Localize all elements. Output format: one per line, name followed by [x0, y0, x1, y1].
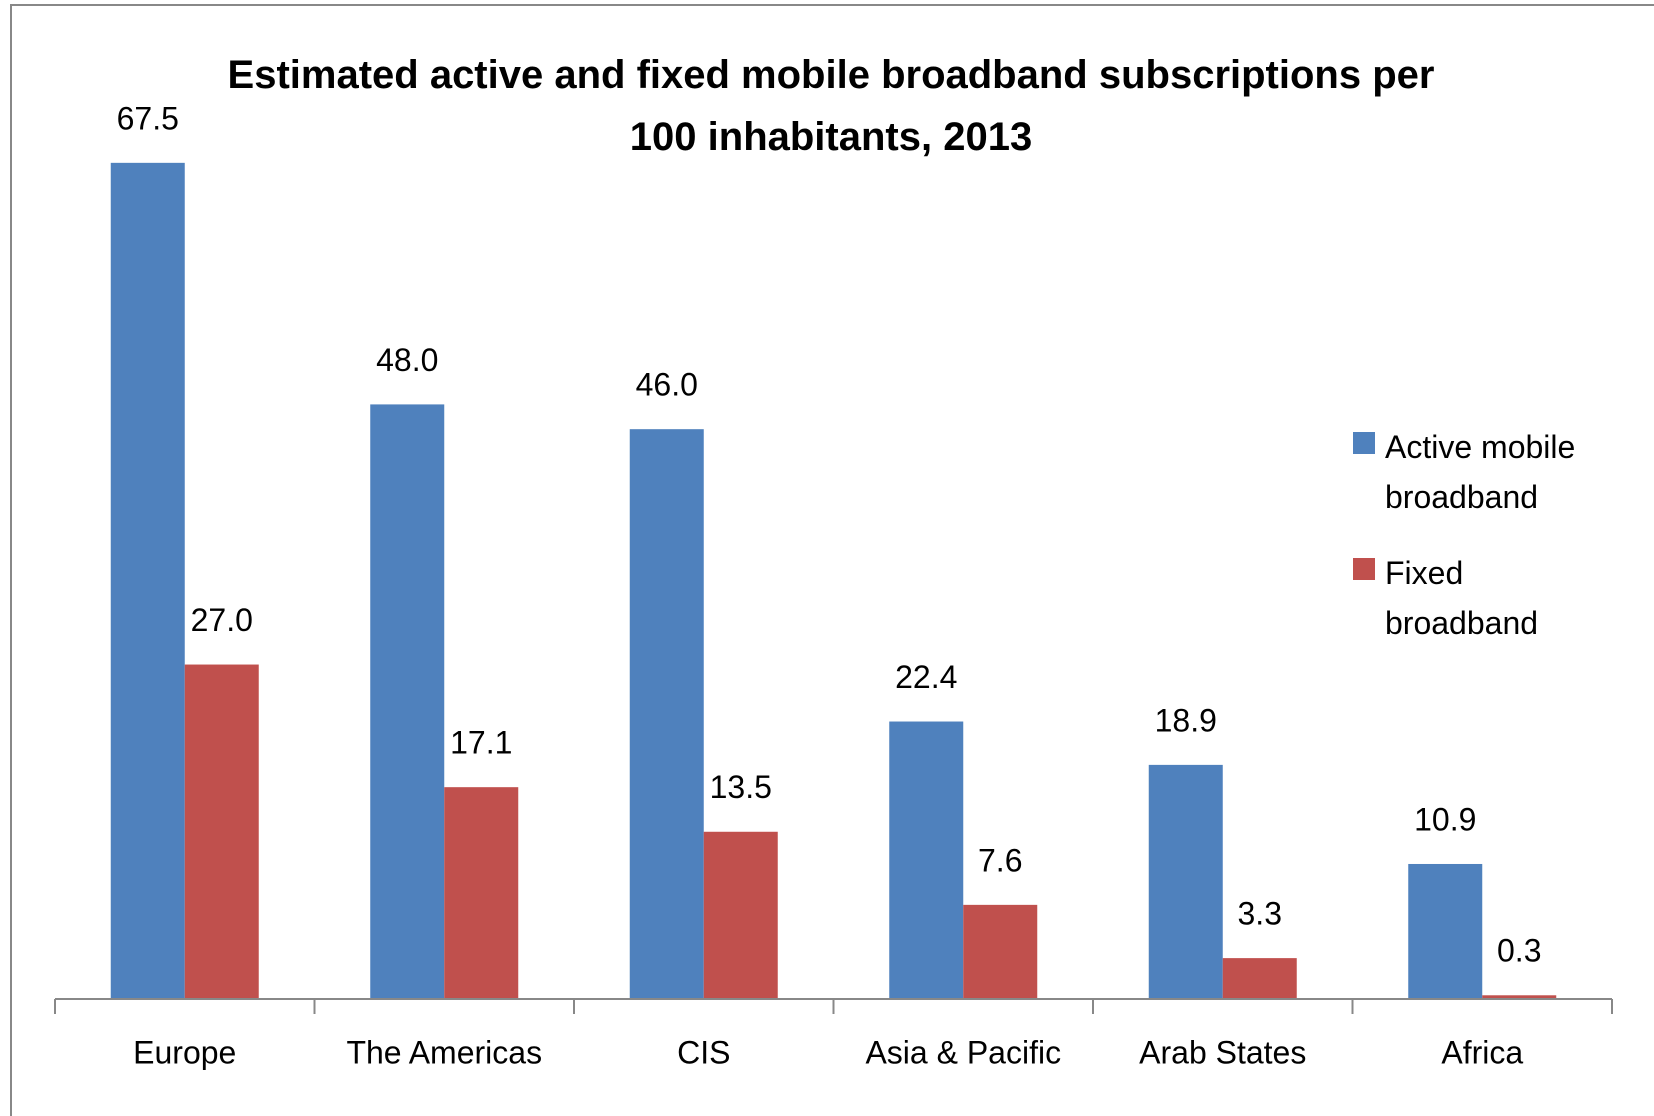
- chart-title: Estimated active and fixed mobile broadb…: [227, 53, 1435, 159]
- data-label: 7.6: [978, 842, 1022, 878]
- legend-swatch: [1353, 432, 1375, 454]
- x-tick-label: Arab States: [1139, 1034, 1306, 1070]
- bar: [444, 787, 519, 999]
- bar: [703, 831, 778, 999]
- data-label: 3.3: [1238, 896, 1282, 932]
- data-label: 0.3: [1497, 933, 1541, 969]
- x-tick-label: Africa: [1441, 1034, 1523, 1070]
- x-tick-label: The Americas: [346, 1034, 542, 1070]
- frame: [10, 4, 1654, 1116]
- bar: [110, 162, 185, 999]
- legend-label: Fixed broadband: [1385, 555, 1539, 641]
- data-label: 48.0: [376, 342, 438, 378]
- data-label: 13.5: [710, 769, 772, 805]
- data-label: 10.9: [1414, 801, 1476, 837]
- x-tick-label: CIS: [677, 1034, 730, 1070]
- data-label: 67.5: [117, 100, 179, 136]
- data-label: 22.4: [895, 659, 957, 695]
- bar: [1408, 863, 1483, 999]
- data-label: 18.9: [1155, 702, 1217, 738]
- data-label: 17.1: [450, 725, 512, 761]
- data-label: 46.0: [636, 367, 698, 403]
- legend-label: Active mobile broadband: [1385, 429, 1576, 515]
- bar: [1148, 764, 1223, 999]
- bar: [629, 429, 704, 999]
- bar: [184, 664, 259, 999]
- bar: [1222, 958, 1297, 999]
- x-tick-label: Asia & Pacific: [865, 1034, 1061, 1070]
- data-label: 27.0: [191, 602, 253, 638]
- x-tick-label: Europe: [133, 1034, 236, 1070]
- bar: [963, 904, 1038, 999]
- bar: [889, 721, 964, 999]
- bar: [1482, 995, 1557, 999]
- legend-swatch: [1353, 558, 1375, 580]
- bar: [370, 404, 445, 999]
